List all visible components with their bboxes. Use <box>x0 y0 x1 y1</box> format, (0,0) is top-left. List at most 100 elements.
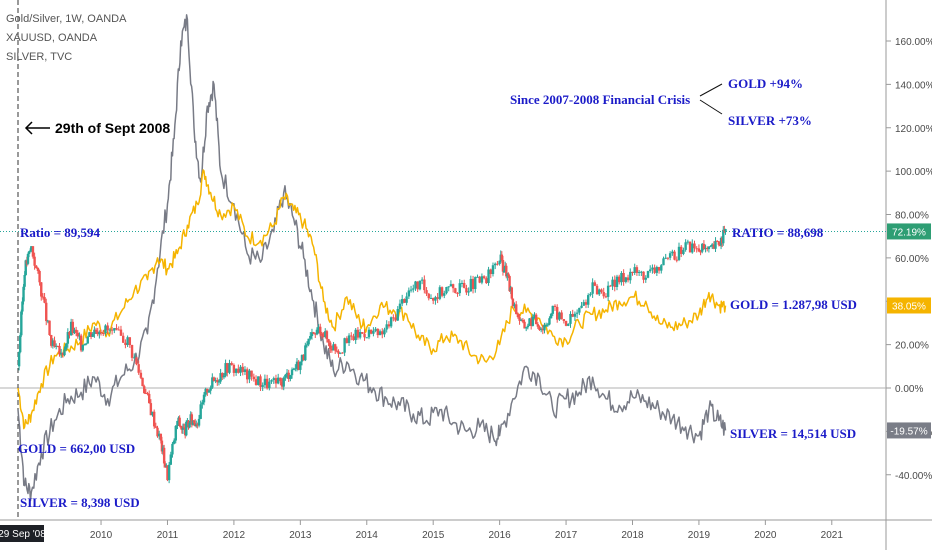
ratio-candle-body <box>469 278 473 292</box>
ratio-candle-body <box>299 361 302 370</box>
ratio-candle-body <box>611 279 614 287</box>
ratio-candle-body <box>385 324 388 330</box>
ratio-candle-body <box>474 277 477 290</box>
ratio-candle-body <box>110 329 114 331</box>
start-date-label: 29 Sep '08 <box>0 529 46 540</box>
ratio-candle-body <box>201 402 204 405</box>
ratio-candle-body <box>587 295 590 305</box>
ratio-candle-body <box>43 297 46 303</box>
ratio-candle-body <box>207 390 211 393</box>
ratio-candle-body <box>711 244 714 247</box>
ratio-candle-body <box>94 329 98 332</box>
ratio-candle-body <box>558 312 561 320</box>
ratio-candle-body <box>709 246 712 248</box>
ratio-candle-body <box>33 256 36 266</box>
arrow-head-icon <box>24 121 33 135</box>
y-tick-label: 20.00% <box>895 341 929 352</box>
ratio-candle-body <box>257 376 260 385</box>
ratio-candle-body <box>237 368 240 373</box>
ratio-candle-body <box>451 284 455 289</box>
ratio-candle-body <box>222 375 226 378</box>
ratio-candle-body <box>476 276 479 278</box>
ratio-candle-body <box>471 278 475 290</box>
ratio-candle-body <box>440 287 444 296</box>
ratio-candle-body <box>35 265 38 268</box>
ratio-candle-body <box>209 387 212 391</box>
ratio-candle-body <box>27 251 31 254</box>
x-tick-label: 2010 <box>90 530 113 541</box>
ratio-candle-body <box>682 249 685 254</box>
ratio-candle-body <box>567 323 570 326</box>
ratio-candle-body <box>21 301 24 312</box>
ratio-candle-body <box>171 443 174 455</box>
ratio-candle-body <box>569 313 572 324</box>
ratio-candle-body <box>141 377 144 387</box>
ratio-candle-body <box>160 440 164 452</box>
ratio-candle-body <box>248 370 251 380</box>
ratio-candle-body <box>254 379 258 385</box>
ratio-candle-body <box>381 331 384 335</box>
ratio-candle-body <box>449 284 453 287</box>
ratio-candle-body <box>324 331 327 337</box>
ratio-candle-body <box>702 243 706 249</box>
y-axis-ticks: 160.00% 140.00% 120.00% 100.00% 80.00% 60.00%… <box>886 37 932 482</box>
ratio-candle-body <box>539 328 543 331</box>
ratio-candle-body <box>188 422 191 428</box>
ratio-candle-body <box>649 269 652 272</box>
y-tick-label: 80.00% <box>895 211 929 222</box>
ratio-candle-body <box>192 420 196 424</box>
ratio-candle-body <box>327 339 330 343</box>
ratio-candle-body <box>252 376 256 380</box>
ratio-candle-body <box>660 265 663 271</box>
ratio-candle-body <box>332 344 335 351</box>
ratio-candle-body <box>620 273 623 283</box>
ratio-candle-body <box>584 302 588 305</box>
ratio-candle-body <box>500 254 504 261</box>
ratio-candle-body <box>330 348 334 351</box>
ratio-candle-body <box>98 332 101 335</box>
ratio-candle-body <box>31 246 35 257</box>
ratio-candle-body <box>560 312 563 320</box>
ratio-candle-body <box>398 303 402 310</box>
legend-gold: XAUUSD, OANDA <box>6 32 98 44</box>
ratio-candle-body <box>392 317 395 319</box>
ratio-candle-body <box>578 307 581 313</box>
ratio-candle-body <box>314 333 317 335</box>
ratio-candle-body <box>26 253 30 264</box>
ratio-candle-body <box>462 282 466 288</box>
ratio-candle-body <box>64 343 68 350</box>
price-tag-1 <box>887 297 931 314</box>
ratio-candle-body <box>24 260 27 276</box>
ratio-candle-body <box>403 299 406 303</box>
ratio-candle-body <box>179 426 182 428</box>
ratio-candle-body <box>458 283 461 294</box>
ratio-candle-body <box>482 276 486 279</box>
ratio-candle-body <box>315 329 319 335</box>
ratio-candle-body <box>157 433 161 437</box>
ratio-candle-body <box>354 329 357 341</box>
ratio-candle-body <box>651 267 654 270</box>
ratio-candle-body <box>529 318 533 326</box>
ratio-candle-body <box>454 288 457 293</box>
ratio-candle-body <box>595 285 599 295</box>
ratio-candle-body <box>239 366 242 373</box>
ratio-candle-body <box>493 263 497 266</box>
ratio-candle-body <box>211 377 214 388</box>
gold-line <box>17 169 727 430</box>
ratio-candle-body <box>485 278 488 284</box>
ratio-candle-body <box>686 241 690 243</box>
ratio-candle-body <box>356 329 360 338</box>
ratio-candle-body <box>657 267 661 271</box>
silver-line <box>17 14 727 502</box>
ratio-candle-body <box>376 328 380 336</box>
ratio-candle-body <box>635 267 639 273</box>
ratio-candle-body <box>447 286 450 288</box>
ratio-candle-body <box>589 293 592 296</box>
ratio-candle-body <box>480 276 484 283</box>
ratio-candle-body <box>571 313 574 317</box>
ratio-candle-body <box>591 282 594 294</box>
ratio-candle-body <box>361 332 364 334</box>
ratio-candle-body <box>66 332 70 344</box>
y-tick-label: 140.00% <box>895 80 932 91</box>
